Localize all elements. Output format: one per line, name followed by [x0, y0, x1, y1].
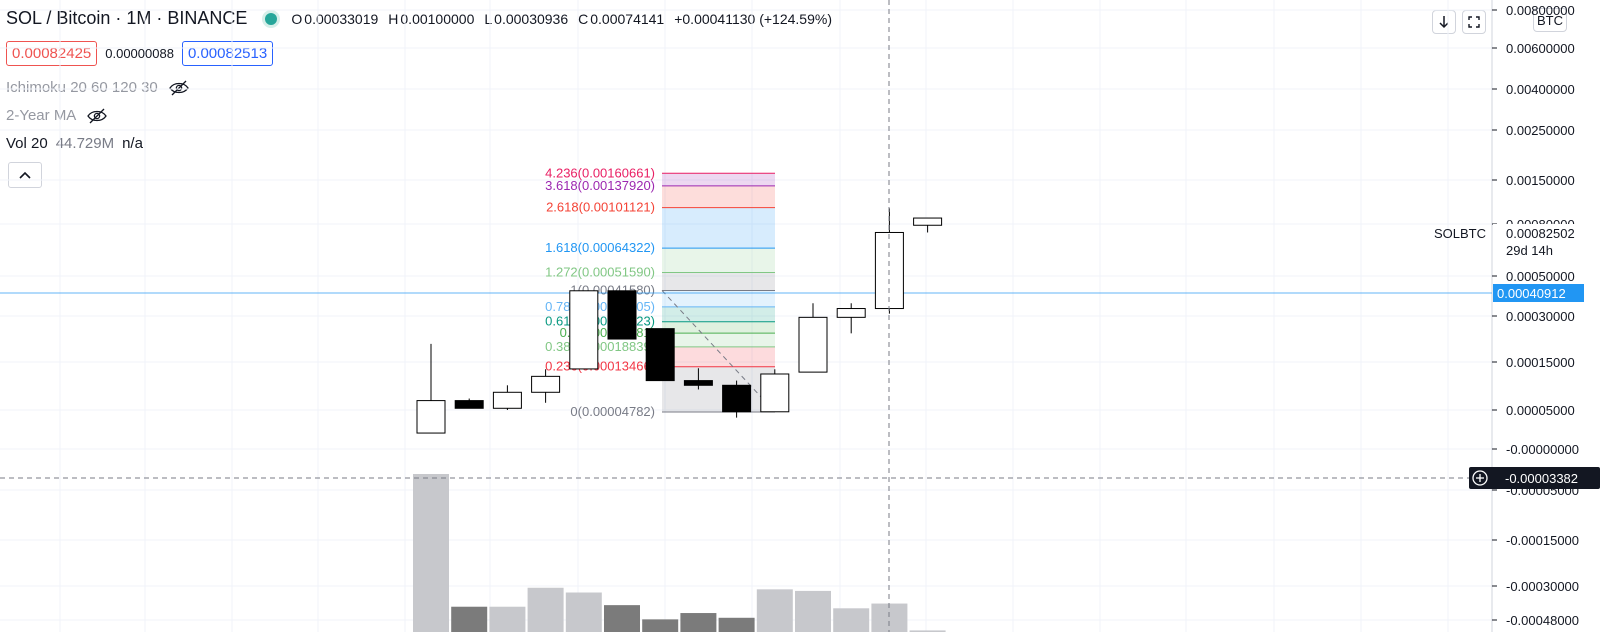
fib-band [662, 207, 775, 249]
ohlc-change: +0.00041130 (+124.59%) [674, 10, 832, 27]
chevron-up-icon [19, 171, 31, 179]
price-axis-label: 0.00600000 [1506, 41, 1575, 56]
volume-na: n/a [122, 135, 143, 152]
indicator-label: 2-Year MA [6, 107, 77, 124]
volume-bar [871, 603, 908, 632]
fullscreen-icon [1468, 16, 1480, 28]
candle-body [569, 290, 599, 370]
crosshair-plus-icon [1472, 470, 1488, 486]
fib-level-label: 0.236(0.00013466) [545, 359, 655, 374]
fib-band [662, 185, 775, 208]
candle-body [683, 380, 713, 386]
volume-value: 44.729M [55, 135, 115, 152]
price-axis-label: 0.00030000 [1506, 309, 1575, 324]
fib-level-label: 0.382(0.00018839) [545, 339, 655, 354]
indicator-2year-ma[interactable]: 2-Year MA [6, 107, 108, 124]
fib-band [662, 333, 775, 347]
volume-bar [680, 613, 717, 632]
fib-band [662, 346, 775, 367]
fib-band [662, 306, 775, 322]
symbol-legend: SOL / Bitcoin · 1M · BINANCE O 0.00033019… [6, 8, 842, 29]
candle-body [645, 328, 675, 382]
ask-price-button[interactable]: 0.00082513 [181, 41, 274, 66]
candle-body [607, 290, 637, 340]
price-axis-label: 0.00250000 [1506, 123, 1575, 138]
price-axis-label: -0.00015000 [1506, 533, 1579, 548]
volume-bar [909, 630, 946, 632]
fib-level-label: 1.618(0.00064322) [545, 240, 655, 255]
indicator-label: Ichimoku 20 60 120 30 [6, 79, 158, 96]
last-price-box [1493, 224, 1600, 242]
volume-bar [451, 606, 488, 632]
ohlc-high: H 0.00100000 [388, 10, 475, 27]
ohlc-low: L 0.00030936 [484, 10, 569, 27]
volume-bar [604, 605, 640, 632]
candle-body [798, 316, 828, 373]
volume-bar [718, 617, 755, 632]
volume-legend[interactable]: Vol 20 44.729M n/a [6, 135, 143, 152]
fib-trend-line [661, 290, 776, 413]
eye-slash-icon[interactable] [86, 108, 108, 124]
spread-value: 0.00000088 [105, 46, 174, 61]
price-axis-label: 0.00150000 [1506, 173, 1575, 188]
price-axis-label: -0.00030000 [1506, 579, 1579, 594]
horizontal-line-price-box [1493, 284, 1584, 302]
candle-body [531, 375, 561, 393]
horizontal-line-price-label: 0.00040912 [1497, 286, 1566, 301]
price-axis-label: 0.00050000 [1506, 269, 1575, 284]
volume-bar [489, 606, 526, 632]
eye-slash-icon[interactable] [168, 80, 190, 96]
volume-bar [413, 474, 449, 632]
candle-body [416, 400, 446, 434]
volume-label: Vol 20 [6, 135, 48, 152]
fib-band [662, 366, 775, 412]
bid-ask-row: 0.00082425 0.00000088 0.00082513 [6, 41, 274, 66]
download-button[interactable] [1432, 10, 1456, 34]
candle-body [760, 373, 790, 413]
price-axis-label: 0.00005000 [1506, 403, 1575, 418]
indicator-ichimoku[interactable]: Ichimoku 20 60 120 30 [6, 79, 190, 96]
price-axis-label: -0.00000000 [1506, 442, 1579, 457]
fib-band [662, 290, 775, 307]
fib-band [662, 173, 775, 186]
candle-body [913, 217, 943, 226]
bid-price-button[interactable]: 0.00082425 [6, 41, 98, 66]
crosshair-price-box [1469, 467, 1600, 489]
volume-bar [527, 587, 564, 632]
symbol-axis-label: SOLBTC [1434, 226, 1486, 241]
currency-button[interactable]: BTC [1533, 8, 1567, 32]
fib-band [662, 272, 775, 291]
fib-level-label: 4.236(0.00160661) [545, 165, 655, 180]
ohlc-open: O 0.00033019 [291, 10, 379, 27]
price-axis-label: 0.00800000 [1506, 3, 1575, 18]
candle-body [722, 384, 752, 413]
price-axis-label: 0.00015000 [1506, 355, 1575, 370]
price-axis-label: 0.00400000 [1506, 82, 1575, 97]
volume-bar [756, 589, 793, 632]
symbol-title[interactable]: SOL / Bitcoin · 1M · BINANCE [6, 8, 248, 28]
fib-level-label: 3.618(0.00137920) [545, 178, 655, 193]
fib-level-label: 2.618(0.00101121) [546, 200, 655, 215]
fib-level-label: 0.786(0.00033705) [545, 299, 655, 314]
volume-bar [795, 590, 831, 632]
crosshair-price-label: -0.00003382 [1505, 471, 1578, 486]
candle-countdown-label: 29d 14h [1506, 243, 1553, 258]
price-axis-label: -0.00048000 [1506, 613, 1579, 628]
fib-level-label: 0(0.00004782) [570, 404, 655, 419]
candle-body [836, 308, 866, 318]
ohlc-close: C 0.00074141 [578, 10, 665, 27]
fib-level-label: 1.272(0.00051590) [545, 265, 655, 280]
market-status-dot [265, 12, 278, 25]
fib-band [662, 248, 775, 273]
fib-band [662, 321, 775, 334]
candle-body [492, 391, 522, 409]
volume-bar [642, 619, 679, 632]
candle-body [454, 400, 484, 409]
volume-bar [833, 608, 870, 632]
collapse-legend-button[interactable] [8, 162, 42, 188]
volume-bar [565, 592, 602, 632]
last-price-label: 0.00082502 [1506, 226, 1575, 241]
arrow-down-icon [1439, 16, 1449, 29]
